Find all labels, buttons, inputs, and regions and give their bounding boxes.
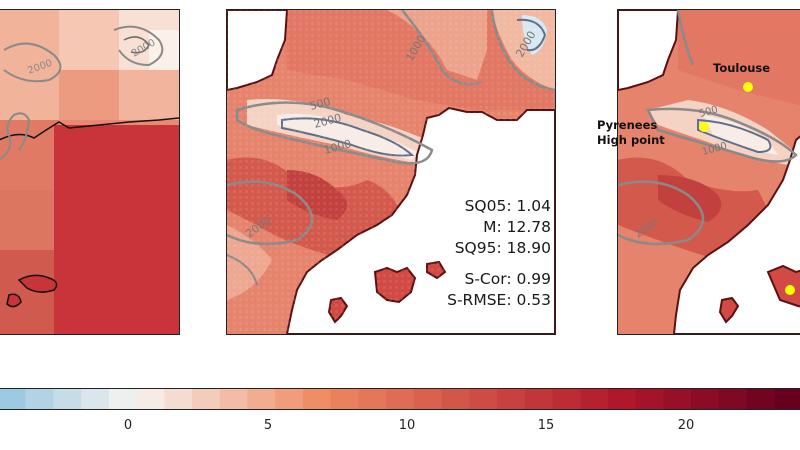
map-panel-downscaled: 1000 500 2000 1000 2000 2000 SQ05: 1.04 … [226,9,556,335]
colorbar-cell [0,388,27,410]
coastline [0,117,179,141]
contour-line [113,25,164,67]
colorbar-cell [607,388,637,410]
colorbar-cell [663,388,692,410]
colorbar-cell [192,388,221,410]
contour-line [676,10,695,66]
colorbar-cell [413,388,443,410]
colorbar-cell [580,388,609,410]
pyrenees-label-line1: Pyrenees [597,118,658,132]
colorbar-cell [441,388,470,410]
contour-line [123,36,150,54]
stat-mean: M: 12.78 [483,218,551,236]
coarse-cell [59,70,119,120]
coarse-cell [119,70,179,120]
colorbar-tick-label: 15 [537,418,555,433]
stat-spatial-rmse: S-RMSE: 0.53 [447,291,551,309]
colorbar-cell [247,388,276,410]
colorbar-frame [0,388,800,410]
colorbar-cell [81,388,110,410]
stat-spatial-correlation: S-Cor: 0.99 [464,270,552,288]
sea-area [672,135,800,334]
island [718,296,740,324]
colorbar-cell [774,388,800,410]
colorbar-tick-label: 0 [123,418,133,433]
locations-map-canvas: 500 1000 2000 [618,10,800,334]
colorbar-cell [386,388,415,410]
map-panel-coarse: 2000 2000 [0,9,180,335]
coarse-cell [0,190,59,250]
colorbar-cell [691,388,720,410]
colorbar-cell [219,388,249,410]
contour-line [0,112,31,161]
toulouse-label: Toulouse [713,61,771,75]
contour-line [3,42,62,83]
colorbar-cell [302,388,332,410]
pixel-texture [227,10,555,334]
mountain-crest [703,115,778,155]
map-panel-locations: 500 1000 2000 Toulouse [617,9,800,335]
pyrenees-high-point-marker [699,122,709,132]
stat-sq05: SQ05: 1.04 [464,197,551,215]
coarse-cell [0,120,59,190]
coarse-map-canvas: 2000 2000 [0,10,179,334]
contour-line [618,180,705,246]
colorbar-cell [497,388,526,410]
colorbar-cell [136,388,165,410]
toulouse-marker [743,82,753,92]
colorbar-tick-label: 20 [677,418,695,433]
colorbar-cell [524,388,554,410]
colorbar-cell [635,388,664,410]
pyrenees-label-line2: High point [597,133,665,147]
location-marker [785,285,795,295]
island-outline [17,274,58,293]
statistics-box: SQ05: 1.04 M: 12.78 SQ95: 18.90 S-Cor: 0… [447,196,551,311]
sea-area [618,10,680,92]
colorbar-cell [330,388,360,410]
colorbar-cell [469,388,498,410]
island-outline [6,293,22,308]
contour-line [697,118,772,154]
colorbar-cell [164,388,193,410]
colorbar-cell [358,388,387,410]
colorbar-cell [53,388,82,410]
contour-label: 500 [698,104,719,120]
colorbar-cell [746,388,775,410]
colorbar-tick-label: 5 [263,418,273,433]
land-area [678,10,800,106]
colorbar-cell [25,388,55,410]
sea-cell [54,125,179,334]
stat-sq95: SQ95: 18.90 [454,239,551,257]
colorbar-cell [108,388,138,410]
colorbar-cell [552,388,581,410]
coarse-cell [59,10,119,70]
downscaled-map-canvas: 1000 500 2000 1000 2000 2000 [227,10,555,334]
colorbar-tick-label: 10 [398,418,416,433]
contour-line [646,107,798,163]
temperature-colorbar [0,388,800,410]
colorbar-cell [718,388,748,410]
colorbar-cell [275,388,304,410]
contour-label: 500 [308,95,332,113]
coarse-cell [0,10,59,120]
island [766,264,800,308]
